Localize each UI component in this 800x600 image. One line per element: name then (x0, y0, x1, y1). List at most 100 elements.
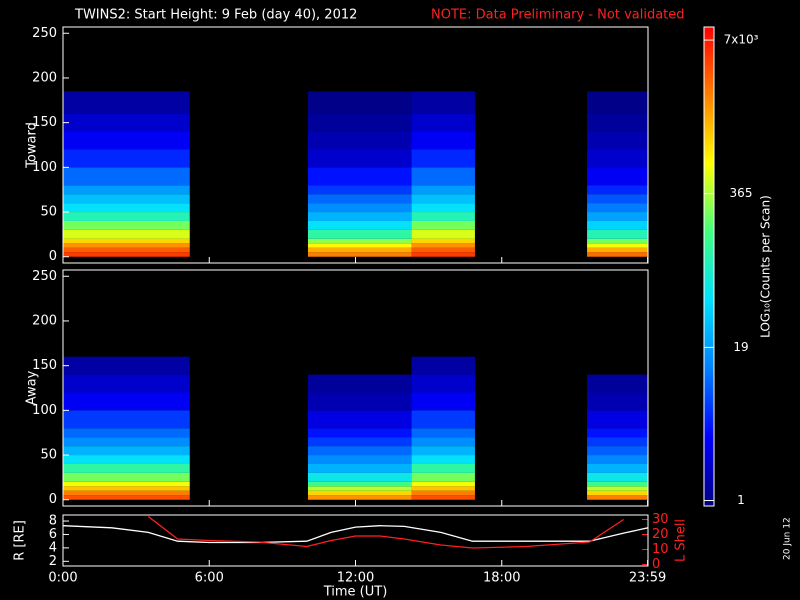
colorbar-step (704, 135, 714, 137)
colorbar-step (704, 101, 714, 103)
colorbar-step (704, 259, 714, 261)
colorbar-step (704, 172, 714, 174)
colorbar-step (704, 446, 714, 448)
colorbar-step (704, 37, 714, 39)
colorbar-step (704, 106, 714, 108)
colorbar-step (704, 192, 714, 194)
colorbar-step (704, 235, 714, 237)
colorbar-step (704, 457, 714, 459)
heatmap-cell (587, 495, 648, 500)
colorbar-step (704, 382, 714, 384)
heatmap-cell (63, 212, 190, 221)
colorbar-step (704, 163, 714, 165)
colorbar-step (704, 337, 714, 339)
colorbar-step (704, 142, 714, 144)
colorbar-step (704, 400, 714, 402)
heatmap-cell (307, 212, 412, 221)
heatmap-cell (411, 437, 475, 447)
colorbar-step (704, 455, 714, 457)
colorbar-step (704, 484, 714, 486)
colorbar-step (704, 453, 714, 455)
colorbar-step (704, 365, 714, 367)
heatmap-cell (307, 410, 412, 429)
y-tick-label: 250 (32, 26, 57, 41)
y-tick-label: 0 (49, 492, 57, 507)
colorbar-step (704, 196, 714, 198)
heatmap-cell (307, 463, 412, 473)
colorbar-step (704, 54, 714, 56)
heatmap-cell (63, 149, 190, 168)
colorbar-step (704, 47, 714, 49)
colorbar-step (704, 281, 714, 283)
colorbar-step (704, 424, 714, 426)
colorbar-step (704, 336, 714, 338)
heatmap-cell (63, 392, 190, 411)
colorbar-step (704, 430, 714, 432)
colorbar-step (704, 123, 714, 125)
colorbar-step (704, 344, 714, 346)
heatmap-cell (411, 194, 475, 204)
heatmap-cell (63, 220, 190, 230)
colorbar-step (704, 271, 714, 273)
colorbar-step (704, 485, 714, 487)
colorbar-step (704, 115, 714, 117)
heatmap-cell (307, 113, 412, 132)
heatmap-cell (411, 229, 475, 239)
colorbar-step (704, 435, 714, 437)
y-tick-label: 150 (32, 115, 57, 130)
heatmap-cell (63, 472, 190, 482)
colorbar-step (704, 132, 714, 134)
heatmap-cell (411, 131, 475, 150)
colorbar-step (704, 313, 714, 315)
colorbar-step (704, 272, 714, 274)
heatmap-cell (63, 428, 190, 438)
colorbar-step (704, 252, 714, 254)
colorbar-step (704, 497, 714, 499)
y2-tick-label: 30 (652, 512, 669, 527)
colorbar-step (704, 186, 714, 188)
colorbar-step (704, 148, 714, 150)
colorbar-step (704, 177, 714, 179)
colorbar-step (704, 182, 714, 184)
colorbar-step (704, 321, 714, 323)
colorbar-step (704, 414, 714, 416)
colorbar-step (704, 483, 714, 485)
colorbar-step (704, 389, 714, 391)
colorbar-step (704, 397, 714, 399)
colorbar-step (704, 465, 714, 467)
colorbar-step (704, 316, 714, 318)
colorbar-step (704, 355, 714, 357)
heatmap-cell (587, 167, 648, 186)
colorbar-step (704, 73, 714, 75)
colorbar-step (704, 357, 714, 359)
y-tick-label: 100 (32, 160, 57, 175)
heatmap-cell (411, 167, 475, 186)
colorbar-step (704, 240, 714, 242)
colorbar-step (704, 335, 714, 337)
colorbar-step (704, 407, 714, 409)
heatmap-cell (587, 212, 648, 221)
colorbar-step (704, 244, 714, 246)
colorbar-step (704, 473, 714, 475)
colorbar-step (704, 405, 714, 407)
y2-axis-label: L Shell (674, 519, 689, 562)
colorbar-step (704, 159, 714, 161)
colorbar-step (704, 328, 714, 330)
colorbar-step (704, 345, 714, 347)
colorbar-step (704, 492, 714, 494)
colorbar-step (704, 463, 714, 465)
heatmap-cell (587, 238, 648, 244)
colorbar-step (704, 468, 714, 470)
colorbar-step (704, 364, 714, 366)
colorbar-step (704, 450, 714, 452)
colorbar-step (704, 152, 714, 154)
colorbar-step (704, 404, 714, 406)
heatmap-cell (587, 91, 648, 114)
colorbar-step (704, 412, 714, 414)
colorbar-step (704, 434, 714, 436)
colorbar-step (704, 94, 714, 96)
colorbar-step (704, 205, 714, 207)
colorbar-step (704, 339, 714, 341)
colorbar-step (704, 133, 714, 135)
